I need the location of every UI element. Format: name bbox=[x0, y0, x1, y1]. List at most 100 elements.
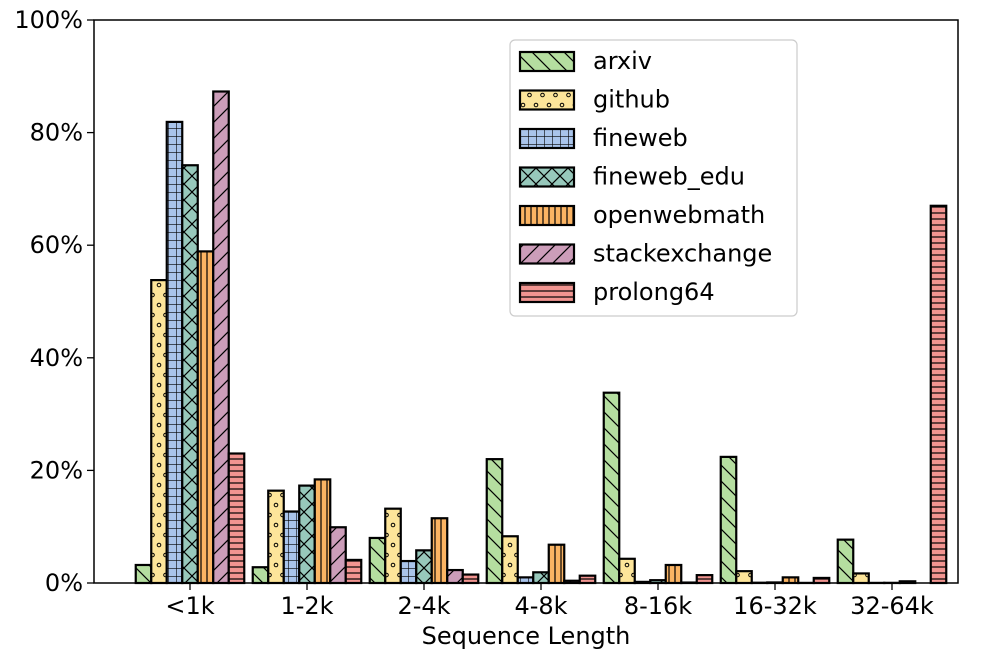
legend-box bbox=[509, 39, 798, 317]
bars-group bbox=[134, 90, 948, 585]
bar-outline bbox=[446, 568, 464, 585]
x-tick-label: 8-16k bbox=[624, 592, 692, 620]
bar-outline bbox=[251, 566, 270, 585]
legend-swatch bbox=[518, 89, 576, 111]
bar-github-6 bbox=[735, 570, 753, 585]
bar-outline bbox=[735, 570, 753, 585]
legend-label: fineweb bbox=[593, 124, 688, 152]
bar-outline bbox=[578, 574, 597, 585]
bar-outline bbox=[384, 507, 402, 585]
bar-outline bbox=[852, 572, 870, 585]
bar-openwebmath-4 bbox=[547, 543, 566, 585]
legend-swatch bbox=[518, 127, 576, 150]
bar-outline bbox=[516, 576, 535, 585]
bar-outline bbox=[227, 452, 246, 585]
bar-stackexchange-3 bbox=[446, 568, 464, 585]
bar-outline bbox=[836, 538, 855, 585]
bar-outline bbox=[719, 455, 738, 585]
bar-outline bbox=[461, 573, 480, 585]
bar-outline bbox=[501, 535, 519, 585]
bar-fineweb-3 bbox=[399, 559, 418, 585]
bar-arxiv-1 bbox=[134, 563, 153, 585]
legend-item-openwebmath: openwebmath bbox=[518, 201, 765, 229]
bar-openwebmath-3 bbox=[430, 517, 449, 585]
bar-outline bbox=[618, 557, 636, 585]
bar-prolong64-4 bbox=[578, 574, 597, 585]
legend-swatch bbox=[518, 166, 576, 188]
legend-label: fineweb_edu bbox=[593, 163, 745, 191]
bar-stackexchange-2 bbox=[329, 526, 347, 585]
bar-fineweb-edu-1 bbox=[181, 164, 199, 585]
bar-outline bbox=[212, 90, 230, 585]
y-tick-label: 100% bbox=[14, 6, 83, 34]
legend-item-github: github bbox=[518, 86, 670, 114]
bar-openwebmath-1 bbox=[196, 250, 215, 585]
x-tick-label: 16-32k bbox=[733, 592, 817, 620]
bar-fineweb-2 bbox=[282, 510, 301, 585]
legend-label: arxiv bbox=[593, 47, 652, 75]
bar-github-4 bbox=[501, 535, 519, 585]
bar-outline bbox=[929, 204, 948, 585]
bar-outline bbox=[134, 563, 153, 585]
y-axis: 0% 20% 40% 60% 80% 100% bbox=[14, 6, 94, 597]
bar-arxiv-3 bbox=[368, 536, 387, 585]
bar-fineweb-edu-4 bbox=[532, 571, 550, 585]
legend-label: github bbox=[593, 86, 670, 114]
bar-fineweb-1 bbox=[165, 120, 184, 585]
legend-item-prolong64: prolong64 bbox=[518, 278, 715, 306]
bar-arxiv-6 bbox=[719, 455, 738, 585]
x-tick-label: 1-2k bbox=[280, 592, 333, 620]
x-tick-label: <1k bbox=[165, 592, 214, 620]
bar-outline bbox=[695, 574, 714, 585]
bar-outline bbox=[282, 510, 301, 585]
bar-outline bbox=[602, 391, 621, 585]
legend-label: stackexchange bbox=[593, 240, 772, 268]
bar-prolong64-6 bbox=[812, 576, 831, 585]
legend-item-fineweb: fineweb bbox=[518, 124, 688, 152]
bar-prolong64-3 bbox=[461, 573, 480, 585]
bar-arxiv-4 bbox=[485, 458, 504, 585]
legend-swatch bbox=[518, 243, 576, 265]
bar-outline bbox=[664, 563, 683, 585]
bar-outline bbox=[781, 576, 800, 585]
legend: arxiv github fineweb fineweb_edu openwebmath… bbox=[509, 39, 798, 317]
bar-openwebmath-2 bbox=[313, 478, 332, 585]
legend-item-stackexchange: stackexchange bbox=[518, 240, 772, 268]
bar-outline bbox=[329, 526, 347, 585]
bar-arxiv-5 bbox=[602, 391, 621, 585]
plot-frame bbox=[93, 19, 959, 584]
x-tick-label: 32-64k bbox=[850, 592, 934, 620]
bar-github-1 bbox=[150, 279, 168, 585]
y-tick-label: 80% bbox=[30, 119, 83, 147]
bar-github-5 bbox=[618, 557, 636, 585]
legend-label: openwebmath bbox=[593, 201, 765, 229]
x-axis-label: Sequence Length bbox=[422, 622, 631, 650]
legend-item-arxiv: arxiv bbox=[518, 47, 652, 75]
bar-openwebmath-5 bbox=[664, 563, 683, 585]
y-tick-label: 20% bbox=[30, 456, 83, 484]
bar-prolong64-7 bbox=[929, 204, 948, 585]
legend-item-fineweb-edu: fineweb_edu bbox=[518, 163, 745, 191]
bar-outline bbox=[344, 558, 363, 585]
legend-swatch bbox=[518, 204, 576, 227]
bar-outline bbox=[368, 536, 387, 585]
legend-swatch bbox=[518, 281, 576, 304]
x-tick-label: 4-8k bbox=[514, 592, 567, 620]
bar-github-3 bbox=[384, 507, 402, 585]
bar-outline bbox=[415, 549, 433, 585]
bar-outline bbox=[485, 458, 504, 585]
bar-outline bbox=[313, 478, 332, 585]
bar-outline bbox=[532, 571, 550, 585]
y-tick-label: 0% bbox=[45, 569, 83, 597]
bar-prolong64-1 bbox=[227, 452, 246, 585]
bar-github-2 bbox=[267, 489, 285, 585]
bar-outline bbox=[181, 164, 199, 585]
bar-arxiv-2 bbox=[251, 566, 270, 585]
bar-github-7 bbox=[852, 572, 870, 585]
y-tick-label: 60% bbox=[30, 231, 83, 259]
bar-outline bbox=[267, 489, 285, 585]
bar-stackexchange-1 bbox=[212, 90, 230, 585]
bar-fineweb-edu-3 bbox=[415, 549, 433, 585]
x-axis: <1k 1-2k 2-4k 4-8k 8-16k 16-32k 32-64k bbox=[165, 583, 934, 620]
